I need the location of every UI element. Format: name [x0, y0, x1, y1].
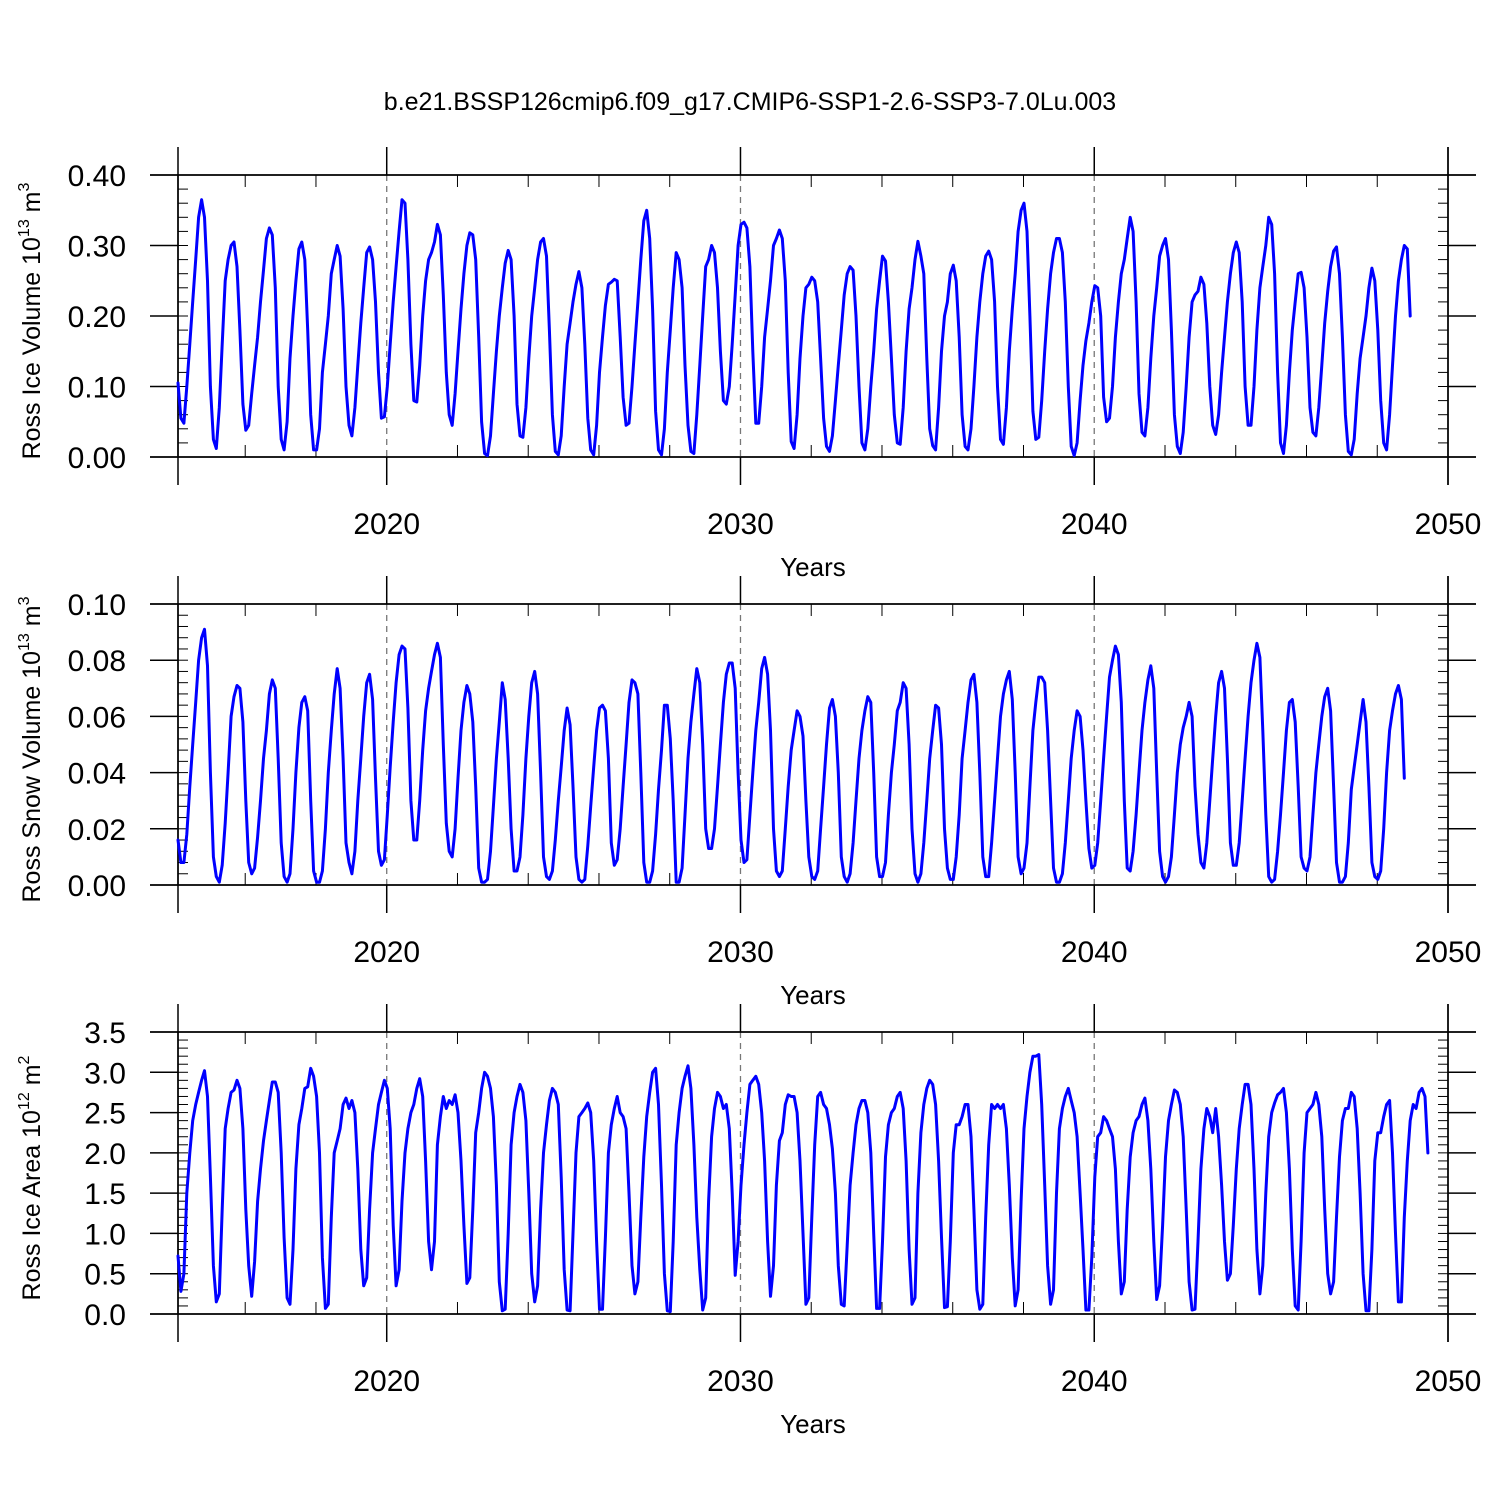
y-tick-label: 0.5 — [84, 1259, 126, 1292]
y-axis-label-superscript: 2 — [16, 1055, 33, 1064]
chart-ice-area: 0.0 0.5 1.0 1.5 2.0 2.5 3.0 3.5 2020 2030 2040 2050… — [16, 1004, 1481, 1439]
y-tick-label: 0.02 — [68, 814, 126, 847]
y-axis-label-superscript: 12 — [16, 1092, 33, 1110]
y-tick-label: 1.0 — [84, 1218, 126, 1251]
y-axis-label: Ross Ice Volume 1013 m3 — [16, 182, 46, 459]
y-axis-label-superscript: 3 — [16, 182, 33, 191]
y-axis-label-superscript: 13 — [16, 219, 33, 237]
y-tick-label: 0.40 — [68, 160, 126, 193]
y-tick-label: 0.10 — [68, 589, 126, 622]
y-axis-label-text: Ross Ice Area 10 — [18, 1110, 46, 1300]
x-tick-label: 2040 — [1061, 1365, 1128, 1398]
y-axis-label-superscript: 3 — [16, 596, 33, 605]
y-axis-label: Ross Ice Area 1012 m2 — [16, 1055, 46, 1300]
panels: 0.00 0.10 0.20 0.30 0.40 2020 2030 2040 2050 Year… — [16, 147, 1481, 1439]
y-axis-label-text: Ross Ice Volume 10 — [18, 237, 46, 459]
y-tick-label: 0.30 — [68, 231, 126, 264]
y-tick-label: 0.00 — [68, 870, 126, 903]
x-tick-label: 2020 — [353, 1365, 420, 1398]
y-axis-label-text: m — [18, 191, 46, 219]
y-axis-label: Ross Snow Volume 1013 m3 — [16, 596, 46, 902]
x-tick-label: 2050 — [1415, 1365, 1482, 1398]
y-tick-label: 0.00 — [68, 442, 126, 475]
y-tick-label: 2.5 — [84, 1098, 126, 1131]
y-tick-label: 2.0 — [84, 1138, 126, 1171]
x-tick-label: 2050 — [1415, 508, 1482, 541]
series-line-ice-volume — [176, 198, 1412, 458]
x-axis-label: Years — [780, 980, 846, 1010]
series-line-snow-volume — [176, 627, 1406, 884]
y-axis-label-text: m — [18, 605, 46, 633]
y-tick-label: 0.20 — [68, 301, 126, 334]
y-axis-label-text: m — [18, 1064, 46, 1092]
chart-snow-volume: 0.00 0.02 0.04 0.06 0.08 0.10 2020 2030 2040 2050… — [16, 576, 1481, 1010]
x-tick-label: 2050 — [1415, 936, 1482, 969]
figure-title: b.e21.BSSP126cmip6.f09_g17.CMIP6-SSP1-2.… — [384, 88, 1116, 116]
y-tick-label: 1.5 — [84, 1178, 126, 1211]
y-tick-label: 0.10 — [68, 372, 126, 405]
y-axis-label-text: Ross Snow Volume 10 — [18, 651, 46, 903]
x-tick-label: 2020 — [353, 508, 420, 541]
series-line-ice-area — [176, 1053, 1430, 1314]
x-axis-label: Years — [780, 552, 846, 582]
y-tick-label: 3.0 — [84, 1057, 126, 1090]
y-tick-label: 0.06 — [68, 701, 126, 734]
y-tick-label: 0.0 — [84, 1299, 126, 1332]
x-tick-label: 2040 — [1061, 508, 1128, 541]
chart-ice-volume: 0.00 0.10 0.20 0.30 0.40 2020 2030 2040 2050 Year… — [16, 147, 1481, 582]
y-axis-label-superscript: 13 — [16, 633, 33, 651]
x-axis-label: Years — [780, 1409, 846, 1439]
x-tick-label: 2030 — [707, 1365, 774, 1398]
x-tick-label: 2030 — [707, 936, 774, 969]
x-tick-label: 2040 — [1061, 936, 1128, 969]
x-tick-label: 2020 — [353, 936, 420, 969]
y-tick-label: 0.04 — [68, 758, 126, 791]
y-tick-label: 3.5 — [84, 1017, 126, 1050]
y-tick-label: 0.08 — [68, 645, 126, 678]
x-tick-label: 2030 — [707, 508, 774, 541]
